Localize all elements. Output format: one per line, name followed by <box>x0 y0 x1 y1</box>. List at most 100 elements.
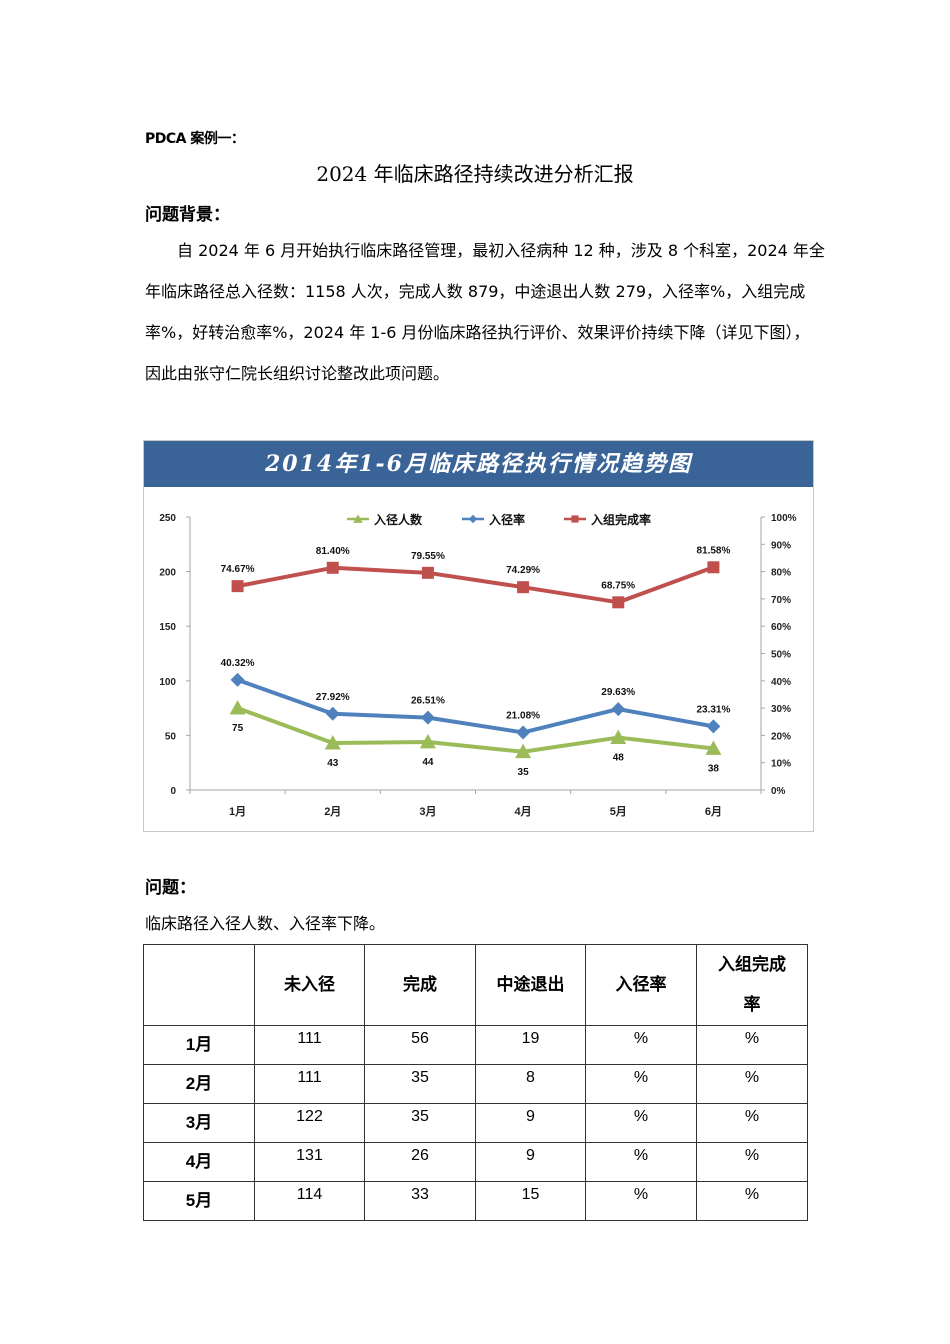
cell-entry-rate: % <box>585 1025 697 1065</box>
data-label: 40.32% <box>221 658 255 669</box>
chart-banner: 2014年1-6月临床路径执行情况趋势图 <box>144 441 813 487</box>
data-label: 79.55% <box>411 551 445 562</box>
issue-heading: 问题： <box>145 878 196 898</box>
triangle-marker-icon <box>229 700 246 715</box>
category-label: 6月 <box>705 805 722 818</box>
left-axis-tick: 150 <box>159 622 176 633</box>
right-axis-tick: 20% <box>771 731 791 742</box>
diamond-marker-icon <box>420 710 435 725</box>
data-label: 68.75% <box>601 580 635 591</box>
legend-label: 入径人数 <box>374 512 423 527</box>
cell-withdrew: 15 <box>475 1181 586 1221</box>
data-label: 44 <box>422 757 434 768</box>
trend-chart: 2014年1-6月临床路径执行情况趋势图 0 50 100 150 200 250 0% 10… <box>143 440 814 832</box>
table-row: 3月 122 35 9 % % <box>143 1103 808 1143</box>
table-row: 5月 114 33 15 % % <box>143 1181 808 1221</box>
square-marker-icon <box>231 580 244 593</box>
table-header-row: 未入径 完成 中途退出 入径率 入组完成率 <box>143 944 808 1026</box>
right-axis-tick: 50% <box>771 650 791 661</box>
header-withdrew: 中途退出 <box>475 944 586 1026</box>
right-axis-tick: 10% <box>771 759 791 770</box>
data-label: 29.63% <box>601 687 635 698</box>
diamond-marker-icon <box>611 702 626 717</box>
background-heading: 问题背景： <box>145 205 230 225</box>
left-axis-tick: 250 <box>159 513 176 524</box>
cell-month: 4月 <box>143 1142 255 1182</box>
cell-completion-rate: % <box>696 1064 808 1104</box>
legend-label: 入径率 <box>489 512 525 527</box>
table-row: 4月 131 26 9 % % <box>143 1142 808 1182</box>
triangle-marker-icon <box>419 733 436 749</box>
square-marker-icon <box>707 561 720 574</box>
cell-completion-rate: % <box>696 1181 808 1221</box>
triangle-marker-icon <box>705 740 722 755</box>
square-marker-icon <box>421 566 434 579</box>
right-axis-tick: 80% <box>771 568 791 579</box>
header-not-entered: 未入径 <box>254 944 365 1026</box>
chart-plot: 0 50 100 150 200 250 0% 10% 20% 30% 40% 50% 60% 70% 80… <box>159 512 796 818</box>
cell-completion-rate: % <box>696 1103 808 1143</box>
table-row: 2月 111 35 8 % % <box>143 1064 808 1104</box>
table-row: 1月 111 56 19 % % <box>143 1025 808 1065</box>
data-label: 81.58% <box>696 545 730 556</box>
data-label: 75 <box>232 723 244 734</box>
category-label: 1月 <box>229 805 246 818</box>
cell-withdrew: 19 <box>475 1025 586 1065</box>
cell-entry-rate: % <box>585 1103 697 1143</box>
header-completed: 完成 <box>364 944 476 1026</box>
data-label: 81.40% <box>316 546 350 557</box>
right-axis-tick: 40% <box>771 677 791 688</box>
right-axis-tick: 70% <box>771 595 791 606</box>
series-line <box>236 706 714 754</box>
right-axis-tick: 30% <box>771 704 791 715</box>
header-month <box>143 944 255 1026</box>
cell-completed: 35 <box>364 1064 476 1104</box>
data-label: 35 <box>518 767 530 778</box>
cell-completed: 33 <box>364 1181 476 1221</box>
data-label: 38 <box>708 764 720 775</box>
monthly-data-table: 未入径 完成 中途退出 入径率 入组完成率 1月 111 56 19 % % 2… <box>143 944 808 1221</box>
series-line <box>237 565 715 605</box>
data-label: 74.29% <box>506 565 540 576</box>
data-label: 27.92% <box>316 692 350 703</box>
chart-title: 2014年1-6月临床路径执行情况趋势图 <box>265 451 692 477</box>
left-axis-tick: 100 <box>159 677 176 688</box>
square-marker-icon <box>612 596 625 609</box>
square-marker-icon <box>571 515 579 523</box>
series-line <box>236 678 714 735</box>
diamond-marker-icon <box>325 706 340 721</box>
data-label: 23.31% <box>696 704 730 715</box>
document-title: 2024 年临床路径持续改进分析汇报 <box>316 162 634 186</box>
cell-month: 5月 <box>143 1181 255 1221</box>
cell-entry-rate: % <box>585 1142 697 1182</box>
issue-text: 临床路径入径人数、入径率下降。 <box>145 914 386 933</box>
background-paragraph-text: 自 2024 年 6 月开始执行临床路径管理，最初入径病种 12 种，涉及 8 … <box>145 241 825 383</box>
triangle-marker-icon <box>610 729 627 744</box>
legend-label: 入组完成率 <box>591 512 651 527</box>
right-axis-tick: 0% <box>771 786 786 797</box>
category-label: 2月 <box>324 805 341 818</box>
cell-completed: 26 <box>364 1142 476 1182</box>
cell-withdrew: 9 <box>475 1103 586 1143</box>
case-label: PDCA 案例一： <box>145 131 245 147</box>
cell-month: 2月 <box>143 1064 255 1104</box>
cell-completed: 35 <box>364 1103 476 1143</box>
cell-completed: 56 <box>364 1025 476 1065</box>
cell-withdrew: 9 <box>475 1142 586 1182</box>
cell-entry-rate: % <box>585 1064 697 1104</box>
cell-withdrew: 8 <box>475 1064 586 1104</box>
header-completion-rate: 入组完成率 <box>696 944 808 1026</box>
cell-month: 1月 <box>143 1025 255 1065</box>
diamond-marker-icon <box>706 719 721 734</box>
data-label: 74.67% <box>221 564 255 575</box>
cell-not-entered: 111 <box>254 1064 365 1104</box>
triangle-marker-icon <box>324 735 341 750</box>
diamond-marker-icon <box>230 672 245 687</box>
cell-completion-rate: % <box>696 1025 808 1065</box>
right-axis-tick: 90% <box>771 540 791 551</box>
cell-completion-rate: % <box>696 1142 808 1182</box>
category-label: 4月 <box>515 805 532 818</box>
right-axis-tick: 60% <box>771 622 791 633</box>
data-label: 43 <box>327 758 339 769</box>
data-label: 21.08% <box>506 710 540 721</box>
